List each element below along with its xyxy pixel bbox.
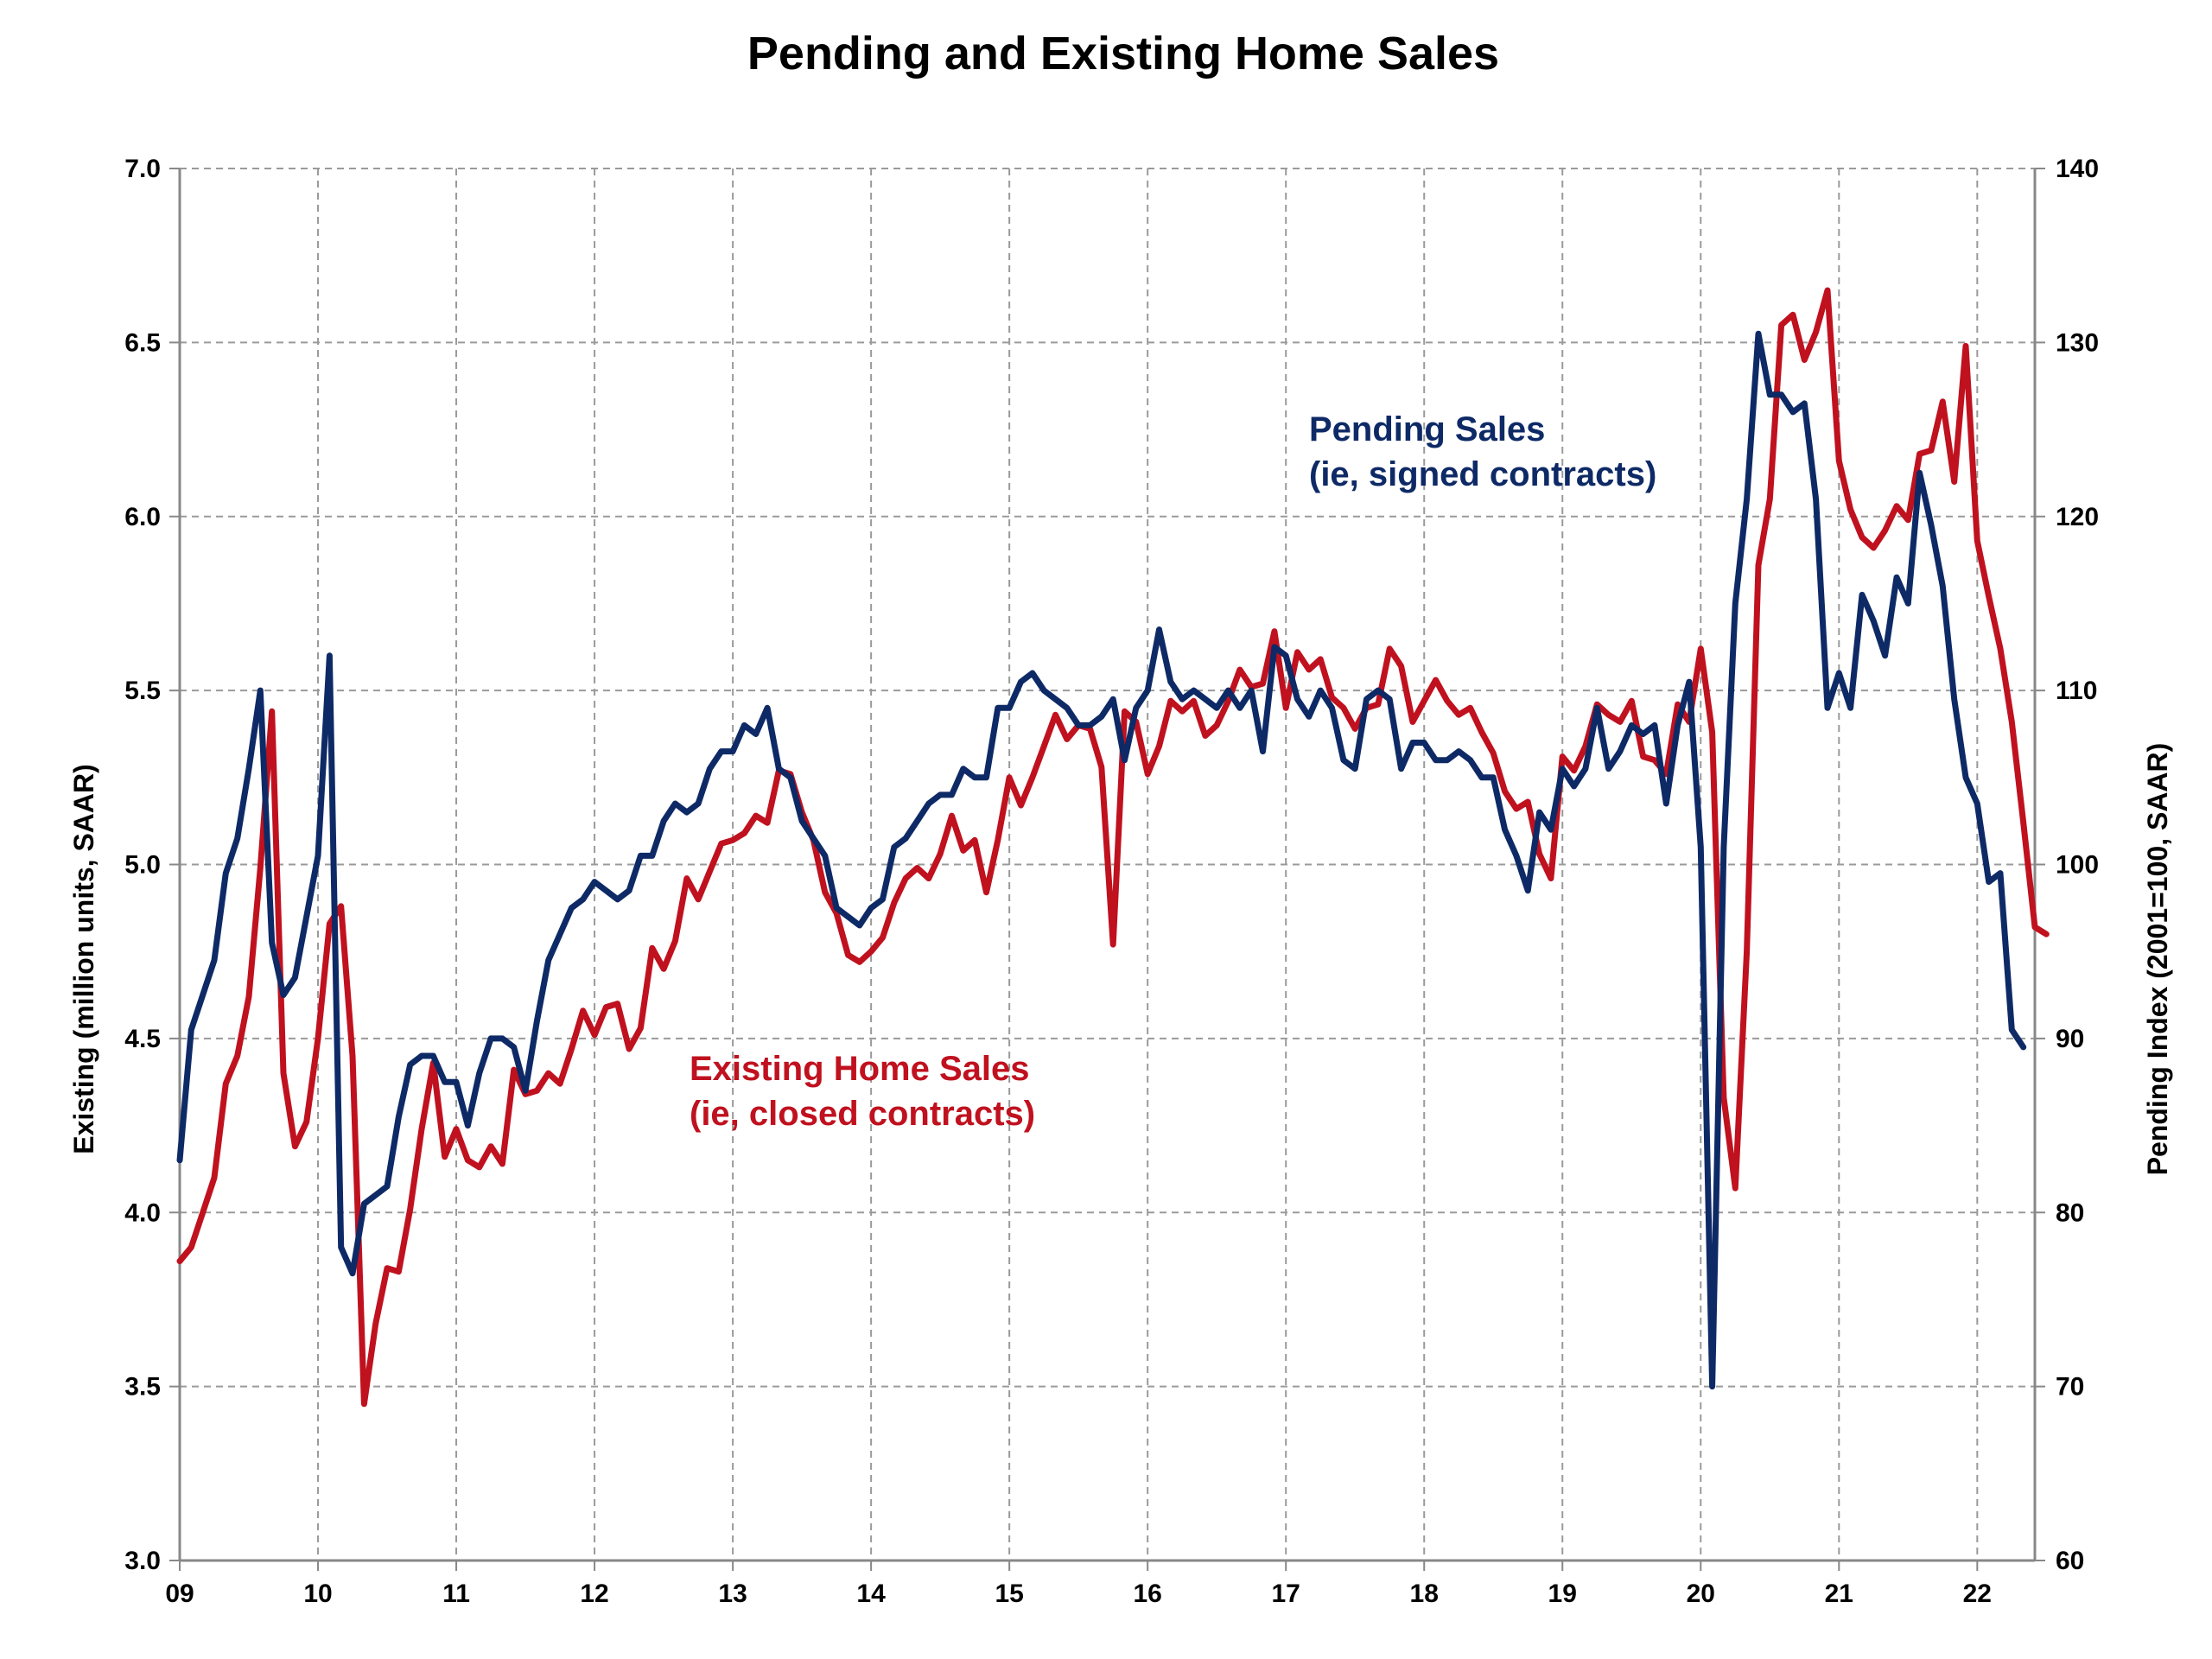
pending-sales-annotation: Pending Sales (ie, signed contracts)	[1309, 410, 1656, 493]
right-tick-label: 90	[2056, 1025, 2084, 1053]
x-tick-label: 14	[856, 1580, 886, 1608]
left-tick-label: 6.0	[124, 503, 161, 531]
chart-title: Pending and Existing Home Sales	[747, 28, 1499, 79]
left-tick-label: 3.0	[124, 1547, 161, 1575]
left-tick-label: 5.5	[124, 677, 161, 705]
right-tick-label: 130	[2056, 328, 2099, 357]
x-tick-label: 20	[1687, 1580, 1715, 1608]
left-y-axis-ticks: 3.0 3.5 4.0 4.5 5.0 5.5 6.0 6.5 7.0	[124, 155, 161, 1575]
right-y-axis-label: Pending Index (2001=100, SAAR)	[2142, 743, 2173, 1176]
right-tick-label: 80	[2056, 1198, 2084, 1227]
x-tick-label: 17	[1272, 1580, 1300, 1608]
existing-annotation-line-1: Existing Home Sales	[690, 1050, 1029, 1088]
right-tick-label: 140	[2056, 155, 2099, 183]
left-tick-label: 3.5	[124, 1373, 161, 1402]
existing-sales-annotation: Existing Home Sales (ie, closed contract…	[690, 1050, 1035, 1133]
x-tick-label: 09	[165, 1580, 194, 1608]
left-tick-label: 5.0	[124, 851, 161, 880]
series-layer	[176, 287, 2050, 1408]
existing-home-sales-line	[176, 287, 2050, 1408]
x-axis-ticks: 09 10 11 12 13 14 15 16 17 18 19 20 21 22	[165, 1580, 1992, 1608]
left-tick-label: 6.5	[124, 328, 161, 357]
left-y-axis-label: Existing (million units, SAAR)	[68, 764, 99, 1154]
x-tick-label: 21	[1825, 1580, 1853, 1608]
left-tick-label: 4.0	[124, 1198, 161, 1227]
left-tick-label: 4.5	[124, 1025, 161, 1053]
x-tick-label: 15	[995, 1580, 1023, 1608]
right-tick-label: 120	[2056, 503, 2099, 531]
x-tick-label: 22	[1963, 1580, 1992, 1608]
x-tick-label: 13	[718, 1580, 747, 1608]
x-tick-label: 18	[1410, 1580, 1439, 1608]
x-tick-label: 11	[442, 1580, 470, 1608]
right-tick-label: 100	[2056, 851, 2099, 880]
pending-annotation-line-1: Pending Sales	[1309, 410, 1545, 448]
right-tick-label: 110	[2056, 677, 2097, 705]
existing-annotation-line-2: (ie, closed contracts)	[690, 1095, 1035, 1133]
axes	[169, 168, 2045, 1571]
pending-sales-line	[176, 330, 2027, 1390]
x-tick-label: 16	[1133, 1580, 1161, 1608]
pending-annotation-line-2: (ie, signed contracts)	[1309, 455, 1656, 493]
right-tick-label: 70	[2056, 1373, 2084, 1402]
right-tick-label: 60	[2056, 1547, 2084, 1575]
x-tick-label: 19	[1548, 1580, 1577, 1608]
x-tick-label: 12	[580, 1580, 608, 1608]
right-y-axis-ticks: 60 70 80 90 100 110 120 130 140	[2056, 155, 2099, 1575]
left-tick-label: 7.0	[124, 155, 161, 183]
x-tick-label: 10	[303, 1580, 332, 1608]
